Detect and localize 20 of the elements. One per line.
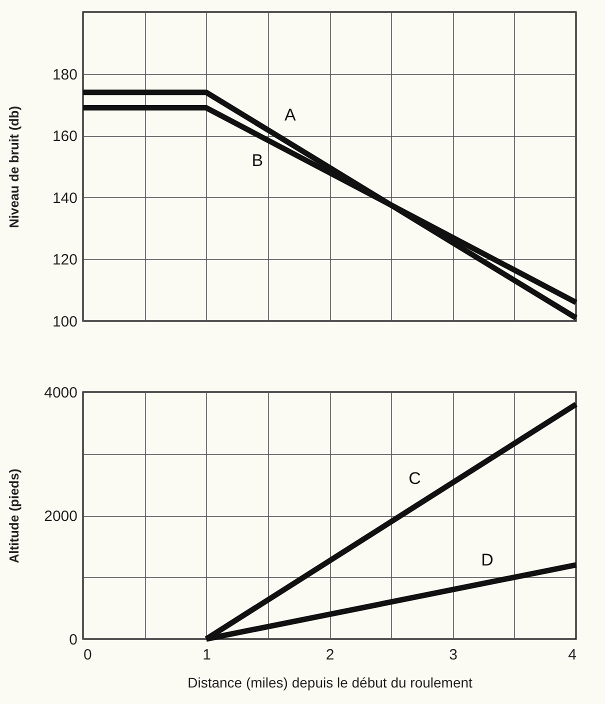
series-label: D xyxy=(481,550,494,570)
y-tick-label: 160 xyxy=(52,128,78,146)
x-axis-title: Distance (miles) depuis le début du roulement xyxy=(188,674,473,690)
x-tick-label: 3 xyxy=(449,646,458,664)
y-axis-title: Altitude (pieds) xyxy=(6,468,22,564)
series-label: C xyxy=(408,468,421,488)
x-tick-label: 4 xyxy=(568,646,576,664)
y-tick-label: 100 xyxy=(52,314,78,330)
x-tick-label: 0 xyxy=(84,646,92,664)
y-tick-label: 4000 xyxy=(44,384,78,402)
y-tick-label: 120 xyxy=(52,252,78,269)
series-label: A xyxy=(284,105,297,124)
y-axis-title: Niveau de bruit (db) xyxy=(6,106,22,228)
x-tick-label: 2 xyxy=(326,646,334,664)
y-tick-label: 140 xyxy=(52,190,78,207)
x-tick-label: 1 xyxy=(202,646,211,664)
series-label: B xyxy=(252,150,264,170)
y-tick-label: 2000 xyxy=(44,508,78,525)
y-tick-label: 0 xyxy=(69,632,78,648)
y-tick-label: 180 xyxy=(52,66,78,84)
